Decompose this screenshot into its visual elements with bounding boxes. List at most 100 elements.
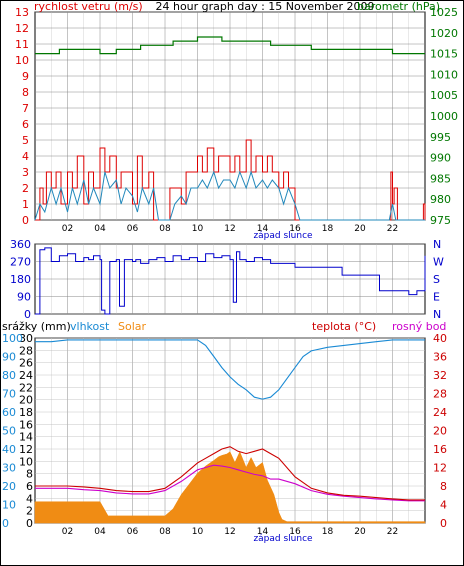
rain-tick-label: 20 xyxy=(19,394,33,407)
bottom-panel-grid xyxy=(35,337,425,524)
compass-label: N xyxy=(433,238,441,251)
rain-tick-label: 4 xyxy=(26,492,33,505)
x-tick-label: 18 xyxy=(322,224,334,234)
x-tick-label: 12 xyxy=(224,224,235,234)
rain-tick-label: 24 xyxy=(19,369,33,382)
direction-tick-label: 270 xyxy=(10,256,31,269)
compass-label: W xyxy=(433,256,444,269)
humidity-tick-label: 80 xyxy=(2,369,16,382)
x-tick-label: 22 xyxy=(387,527,398,537)
bottom-panel-ticks: 02 04 06 08 10 12 14 16 18 20 22024681012141618202… xyxy=(2,332,447,537)
x-tick-label: 20 xyxy=(354,224,366,234)
barometer-tick-label: 980 xyxy=(430,193,451,206)
rain-humidity-temp-panel: 02 04 06 08 10 12 14 16 18 20 22024681012141618202… xyxy=(2,320,447,544)
wind-tick-label: 0 xyxy=(22,214,29,227)
wind-tick-label: 13 xyxy=(15,6,29,19)
barometer-tick-label: 990 xyxy=(430,152,451,165)
rain-tick-label: 26 xyxy=(19,357,33,370)
x-tick-label: 18 xyxy=(322,527,334,537)
temperature-tick-label: 28 xyxy=(433,388,447,401)
temperature-tick-label: 0 xyxy=(440,517,447,530)
humidity-tick-label: 10 xyxy=(2,499,16,512)
wind-panel-grid xyxy=(35,11,425,221)
barometer-tick-label: 1000 xyxy=(430,110,458,123)
x-tick-label: 08 xyxy=(159,527,171,537)
direction-tick-label: 90 xyxy=(17,291,31,304)
humidity-tick-label: 30 xyxy=(2,462,16,475)
wind-tick-label: 12 xyxy=(15,22,29,35)
rain-tick-label: 16 xyxy=(19,418,33,431)
wind-panel-series xyxy=(34,36,426,221)
temperature-tick-label: 12 xyxy=(433,462,447,475)
x-tick-label: 06 xyxy=(127,527,139,537)
humidity-tick-label: 0 xyxy=(2,517,9,530)
barometer-tick-label: 1025 xyxy=(430,6,458,19)
wind-tick-label: 2 xyxy=(22,182,29,195)
barometer-tick-label: 1015 xyxy=(430,48,458,61)
barometer-tick-label: 975 xyxy=(430,214,451,227)
series-solar xyxy=(34,451,426,524)
temperature-tick-label: 24 xyxy=(433,406,447,419)
direction-panel-ticks: 0 N 90 E 180 S 270 W 360 N xyxy=(10,238,444,321)
barometer-tick-label: 1005 xyxy=(430,89,458,102)
x-tick-label: 10 xyxy=(192,224,204,234)
compass-label: E xyxy=(433,291,440,304)
temperature-tick-label: 32 xyxy=(433,369,447,382)
series-barometr xyxy=(35,36,425,55)
solar-label: Solar xyxy=(118,320,147,333)
x-tick-label: 06 xyxy=(127,224,139,234)
x-tick-label: 14 xyxy=(257,527,269,537)
series-vlhkost xyxy=(35,339,425,400)
direction-tick-label: 180 xyxy=(10,273,31,286)
x-tick-label: 10 xyxy=(192,527,204,537)
x-tick-label: 02 xyxy=(62,224,73,234)
temperature-tick-label: 20 xyxy=(433,425,447,438)
rain-tick-label: 12 xyxy=(19,443,33,456)
sunset-label-bottom: západ slunce xyxy=(253,534,313,544)
wind-panel-ticks: 02 04 06 08 10 12 14 16 18 20 22012345678910111213… xyxy=(15,6,458,234)
barometer-tick-label: 1020 xyxy=(430,27,458,40)
temperature-axis-label: teplota (°C) xyxy=(312,320,376,333)
barometer-tick-label: 995 xyxy=(430,131,451,144)
wind-tick-label: 4 xyxy=(22,150,29,163)
wind-barometer-panel: 02 04 06 08 10 12 14 16 18 20 22012345678910111213… xyxy=(15,0,458,241)
barometer-tick-label: 985 xyxy=(430,172,451,185)
x-tick-label: 16 xyxy=(289,224,301,234)
temperature-tick-label: 36 xyxy=(433,351,447,364)
humidity-tick-label: 20 xyxy=(2,480,16,493)
bottom-panel-series xyxy=(34,339,426,524)
temperature-tick-label: 8 xyxy=(440,480,447,493)
direction-tick-label: 0 xyxy=(24,308,31,321)
rain-tick-label: 10 xyxy=(19,455,33,468)
wind-tick-label: 5 xyxy=(22,134,29,147)
barometer-axis-label: barometr (hPa) xyxy=(357,0,440,13)
wind-tick-label: 7 xyxy=(22,102,29,115)
series-wind-direction xyxy=(35,247,426,315)
wind-tick-label: 9 xyxy=(22,70,29,83)
humidity-tick-label: 90 xyxy=(2,351,16,364)
humidity-tick-label: 50 xyxy=(2,425,16,438)
x-tick-label: 22 xyxy=(387,224,398,234)
barometer-tick-label: 1010 xyxy=(430,68,458,81)
rain-tick-label: 8 xyxy=(26,468,33,481)
sunset-label-top: západ slunce xyxy=(253,231,313,241)
rain-tick-label: 28 xyxy=(19,344,33,357)
wind-tick-label: 3 xyxy=(22,166,29,179)
wind-tick-label: 10 xyxy=(15,54,29,67)
wind-speed-axis-label: rychlost vetru (m/s) xyxy=(34,0,143,13)
compass-label: N xyxy=(433,308,441,321)
series-rosný-bod xyxy=(35,464,425,502)
x-tick-label: 12 xyxy=(224,527,235,537)
dew-point-label: rosný bod xyxy=(392,320,446,333)
rain-tick-label: 22 xyxy=(19,381,33,394)
x-tick-label: 02 xyxy=(62,527,73,537)
rain-tick-label: 18 xyxy=(19,406,33,419)
chart-title: 24 hour graph day : 15 November 2009 xyxy=(155,0,374,13)
series-average xyxy=(34,170,425,221)
rain-tick-label: 0 xyxy=(26,517,33,530)
x-tick-label: 04 xyxy=(94,527,106,537)
wind-tick-label: 1 xyxy=(22,198,29,211)
series-teplota xyxy=(35,446,425,501)
x-tick-label: 14 xyxy=(257,224,269,234)
